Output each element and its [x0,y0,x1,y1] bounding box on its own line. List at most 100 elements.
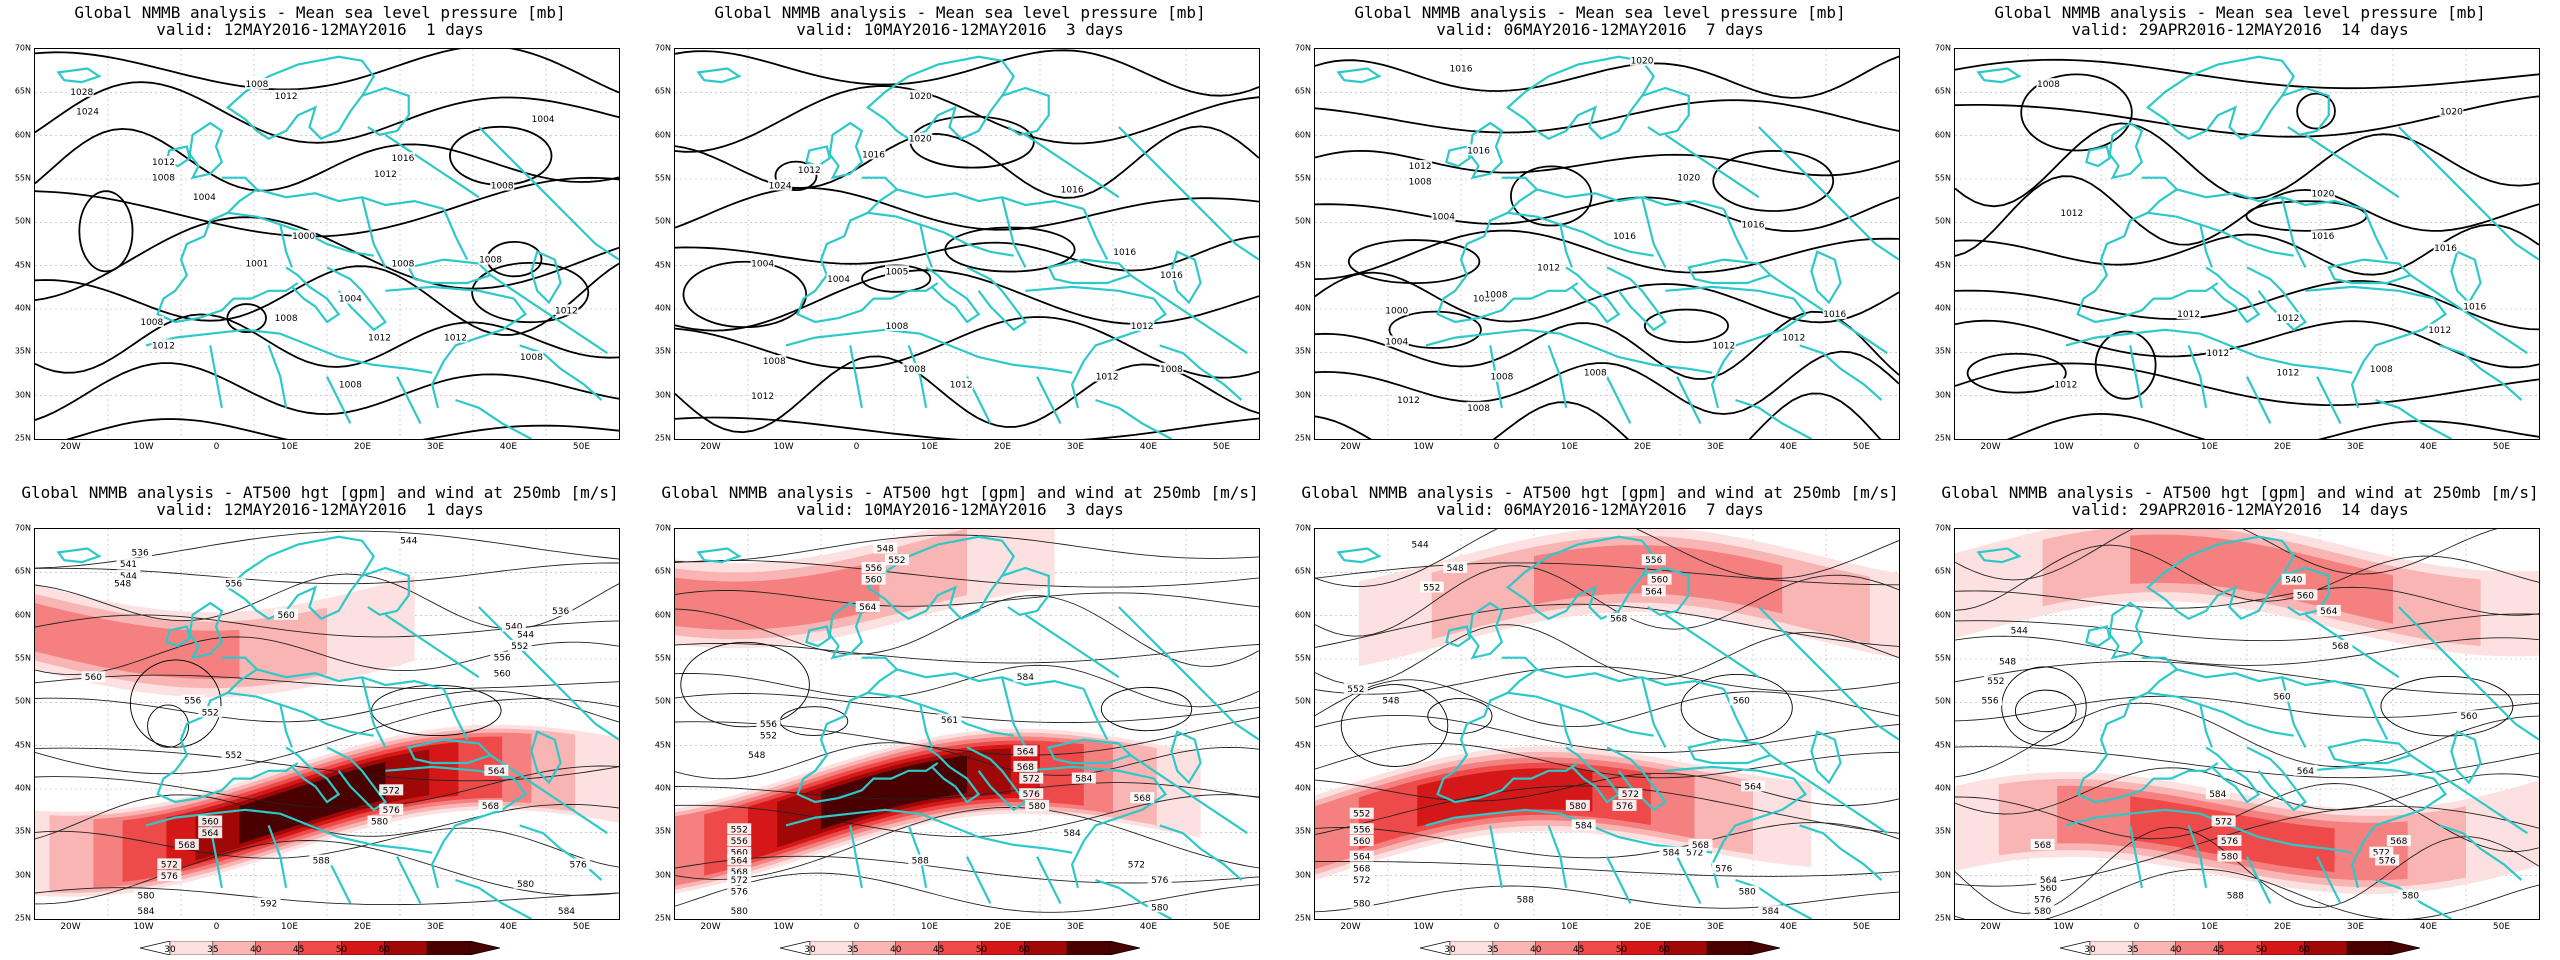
lat-label: 25N [654,433,671,443]
height-contour-label: 544 [116,569,141,582]
lon-label: 20E [1633,442,1652,452]
isobar-label: 1004 [1384,335,1409,348]
svg-text:1012: 1012 [1712,341,1735,351]
svg-text:1008: 1008 [1409,178,1432,188]
lon-label: 0 [2133,442,2140,452]
svg-text:556: 556 [760,720,777,730]
svg-text:1008: 1008 [140,318,163,328]
svg-text:1012: 1012 [152,341,175,351]
svg-text:552: 552 [202,708,219,718]
height-contour-label: 568 [1688,838,1713,851]
svg-text:556: 556 [731,837,748,847]
lon-label: 20W [60,442,81,452]
svg-text:1012: 1012 [2177,310,2200,320]
height-contour-label: 580 [2398,889,2423,902]
height-contour-label: 544 [2007,624,2032,636]
colorbar-tick-label: 50 [2256,945,2268,955]
height-contour-label: 568 [727,866,752,878]
svg-text:544: 544 [400,537,417,547]
svg-text:561: 561 [941,716,958,726]
lat-label: 50N [654,696,671,706]
height-contour-label: 572 [1349,874,1374,886]
svg-text:1008: 1008 [2370,365,2393,375]
lon-label: 20E [1633,922,1652,932]
svg-text:576: 576 [383,806,400,816]
svg-text:568: 568 [2390,837,2407,847]
colorbar-tick-label: 35 [2127,945,2138,955]
lat-label: 50N [1934,696,1951,706]
isobar-label: 1024 [75,105,100,117]
svg-text:1016: 1016 [862,150,885,160]
isobar-label: 1020 [908,89,933,102]
lat-label: 65N [654,86,671,96]
height-contour-label: 560 [2293,589,2318,601]
height-contour-label: 584 [1071,772,1096,785]
svg-text:580: 580 [2034,907,2051,917]
svg-text:560: 560 [2297,591,2314,601]
svg-text:576: 576 [161,872,178,882]
lon-label: 30E [1706,442,1725,452]
svg-text:1008: 1008 [1485,291,1508,301]
lat-label: 30N [654,390,671,400]
svg-text:1012: 1012 [2060,209,2083,219]
lat-label: 70N [654,43,671,53]
isobar-label: 1016 [1112,245,1137,258]
svg-text:1012: 1012 [374,170,397,180]
height-contour-label: 568 [2386,835,2411,847]
wind-colorbar: 30 35 40 45 50 60 [2059,940,2421,956]
height-contour-label: 552 [1343,682,1368,695]
lon-label: 30E [1066,922,1085,932]
svg-text:556: 556 [1981,697,1998,707]
height-contour-label: 560 [861,573,886,586]
svg-text:1008: 1008 [2037,80,2060,90]
height-contour-label: 576 [1612,799,1637,812]
isobar-label: 1024 [768,179,793,192]
svg-text:1020: 1020 [1631,57,1654,67]
isobar-label: 1020 [1630,54,1655,67]
height-contour-label: 564 [198,827,223,839]
svg-text:536: 536 [132,548,149,558]
svg-text:552: 552 [1353,810,1370,820]
lon-label: 10W [773,922,794,932]
isobar-label: 1005 [884,265,909,277]
height-contour-label: 548 [110,577,135,590]
lon-label: 20E [2273,442,2292,452]
colorbar-tick-label: 60 [1019,945,1031,955]
svg-text:1004: 1004 [1385,338,1408,348]
isobar-label: 1016 [861,148,886,160]
map-frame: 548 552 556 560 564 584 552 548 556 561 564 568 572 5… [674,528,1260,920]
svg-text:1008: 1008 [339,380,362,390]
isobar-label: 1016 [1060,183,1085,195]
svg-text:568: 568 [731,868,748,878]
svg-text:556: 556 [225,580,242,590]
colorbar-tick-label: 45 [1573,945,1584,955]
colorbar-tick-label: 50 [336,945,348,955]
lat-label: 60N [14,610,31,620]
lat-label: 45N [1294,740,1311,750]
height-contour-label: 588 [1513,893,1538,906]
colorbar-tick-label: 45 [933,945,944,955]
svg-text:584: 584 [2209,790,2226,800]
svg-text:560: 560 [85,673,102,683]
colorbar-tick-label: 40 [250,945,262,955]
isobar-label: 1000 [1384,304,1409,316]
svg-text:580: 580 [1353,899,1370,909]
isobar-label: 1008 [2036,78,2061,90]
svg-text:576: 576 [1616,802,1633,812]
height-contour-label: 552 [727,823,752,835]
height-contour-label: 536 [128,546,153,558]
lat-label: 40N [1294,783,1311,793]
height-contour-label: 576 [2030,893,2055,906]
panel-title: Global NMMB analysis - AT500 hgt [gpm] a… [661,483,1259,519]
svg-text:556: 556 [184,697,201,707]
lat-label: 50N [1294,696,1311,706]
lon-label: 10E [280,442,299,452]
lon-label: 0 [213,442,220,452]
svg-text:1012: 1012 [275,92,298,102]
svg-text:1008: 1008 [391,260,414,270]
lon-label: 10W [773,442,794,452]
isobar-label: 1000 [291,230,316,242]
svg-text:1016: 1016 [1467,146,1490,156]
svg-text:584: 584 [1663,849,1680,859]
svg-text:1016: 1016 [2463,302,2486,312]
